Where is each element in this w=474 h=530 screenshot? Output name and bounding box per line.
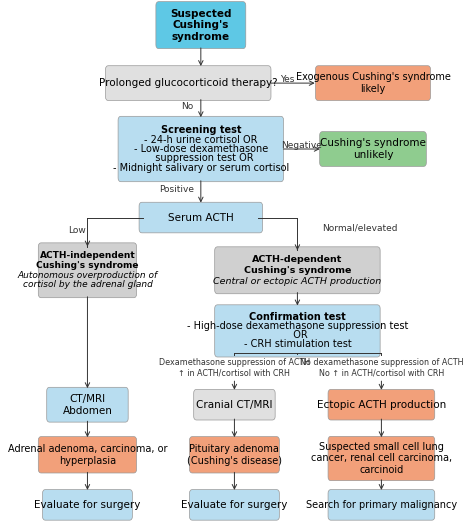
Text: Dexamethasone suppression of ACTH
↑ in ACTH/cortisol with CRH: Dexamethasone suppression of ACTH ↑ in A… <box>159 358 310 377</box>
Text: Search for primary malignancy: Search for primary malignancy <box>306 500 457 510</box>
Text: Evaluate for surgery: Evaluate for surgery <box>34 500 141 510</box>
FancyBboxPatch shape <box>38 437 137 473</box>
FancyBboxPatch shape <box>156 2 246 49</box>
FancyBboxPatch shape <box>328 490 435 520</box>
Text: Prolonged glucocorticoid therapy?: Prolonged glucocorticoid therapy? <box>99 78 278 88</box>
Text: Autonomous overproduction of: Autonomous overproduction of <box>18 271 157 280</box>
Text: - 24-h urine cortisol OR: - 24-h urine cortisol OR <box>144 135 257 145</box>
Text: Suspected
Cushing's
syndrome: Suspected Cushing's syndrome <box>170 8 232 42</box>
FancyBboxPatch shape <box>328 436 435 481</box>
FancyBboxPatch shape <box>190 490 279 520</box>
Text: OR: OR <box>287 330 308 340</box>
FancyBboxPatch shape <box>139 202 263 233</box>
Text: - CRH stimulation test: - CRH stimulation test <box>244 339 351 349</box>
Text: - Midnight salivary or serum cortisol: - Midnight salivary or serum cortisol <box>113 163 289 173</box>
Text: Ectopic ACTH production: Ectopic ACTH production <box>317 400 446 410</box>
FancyBboxPatch shape <box>328 390 435 420</box>
Text: Cushing's syndrome: Cushing's syndrome <box>244 266 351 275</box>
Text: Cranial CT/MRI: Cranial CT/MRI <box>196 400 273 410</box>
FancyBboxPatch shape <box>194 390 275 420</box>
Text: - High-dose dexamethasone suppression test: - High-dose dexamethasone suppression te… <box>187 321 408 331</box>
FancyBboxPatch shape <box>43 490 132 520</box>
Text: Adrenal adenoma, carcinoma, or
hyperplasia: Adrenal adenoma, carcinoma, or hyperplas… <box>8 444 167 465</box>
Text: suppression test OR: suppression test OR <box>148 153 253 163</box>
Text: Pituitary adenoma
(Cushing's disease): Pituitary adenoma (Cushing's disease) <box>187 444 282 465</box>
Text: Suspected small cell lung
cancer, renal cell carcinoma,
carcinoid: Suspected small cell lung cancer, renal … <box>311 442 452 475</box>
Text: ACTH-independent: ACTH-independent <box>39 251 135 260</box>
Text: ACTH-dependent: ACTH-dependent <box>252 255 343 264</box>
Text: CT/MRI
Abdomen: CT/MRI Abdomen <box>63 394 112 416</box>
Text: Yes: Yes <box>280 75 294 84</box>
Text: cortisol by the adrenal gland: cortisol by the adrenal gland <box>22 280 152 289</box>
Text: Cushing's syndrome: Cushing's syndrome <box>36 261 139 270</box>
Text: Evaluate for surgery: Evaluate for surgery <box>181 500 288 510</box>
Text: Positive: Positive <box>159 185 194 194</box>
Text: Normal/elevated: Normal/elevated <box>323 223 398 232</box>
FancyBboxPatch shape <box>118 116 283 182</box>
FancyBboxPatch shape <box>319 131 426 166</box>
Text: Low: Low <box>69 226 86 235</box>
FancyBboxPatch shape <box>215 247 380 294</box>
FancyBboxPatch shape <box>47 387 128 422</box>
Text: No: No <box>182 102 194 111</box>
FancyBboxPatch shape <box>316 66 430 101</box>
Text: No dexamethasone suppression of ACTH
No ↑ in ACTH/cortisol with CRH: No dexamethasone suppression of ACTH No … <box>300 358 463 377</box>
Text: Cushing's syndrome
unlikely: Cushing's syndrome unlikely <box>320 138 426 160</box>
Text: Screening test: Screening test <box>161 126 241 136</box>
Text: Central or ectopic ACTH production: Central or ectopic ACTH production <box>213 277 382 286</box>
Text: Serum ACTH: Serum ACTH <box>168 213 234 223</box>
Text: - Low-dose dexamethasone: - Low-dose dexamethasone <box>134 144 268 154</box>
FancyBboxPatch shape <box>106 66 271 101</box>
FancyBboxPatch shape <box>38 243 137 298</box>
Text: Confirmation test: Confirmation test <box>249 313 346 322</box>
FancyBboxPatch shape <box>215 305 380 357</box>
Text: Negative: Negative <box>281 141 322 150</box>
Text: Exogenous Cushing's syndrome
likely: Exogenous Cushing's syndrome likely <box>296 72 450 94</box>
FancyBboxPatch shape <box>190 437 279 473</box>
